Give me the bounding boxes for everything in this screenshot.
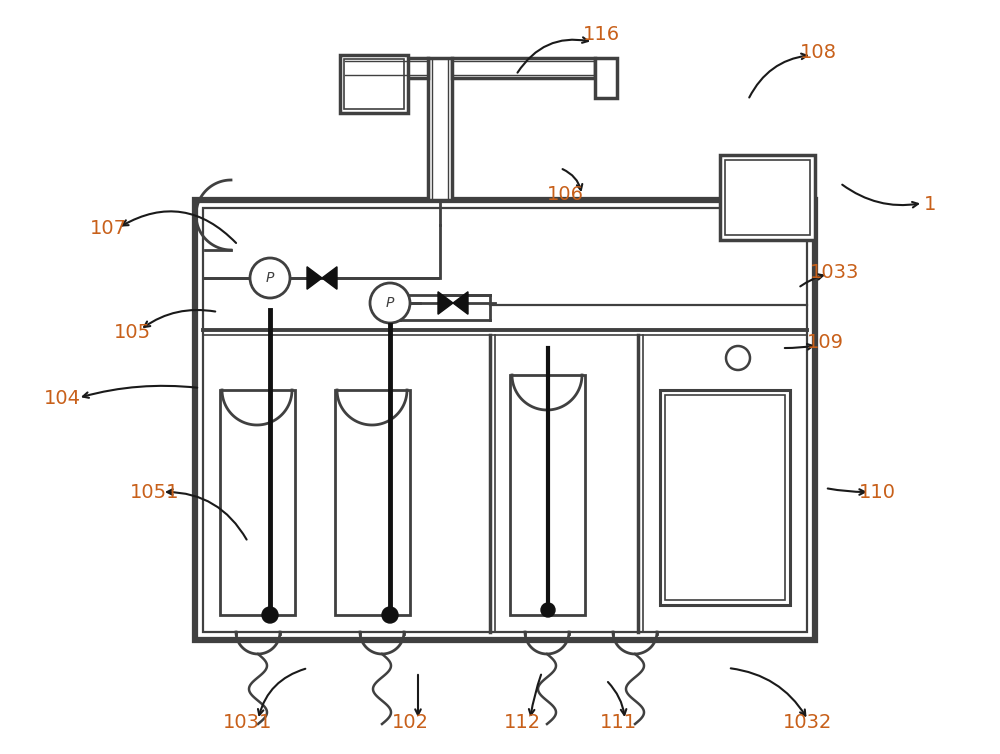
Polygon shape [453, 292, 468, 314]
Bar [665, 395, 785, 600]
Bar [452, 58, 595, 78]
Text: 104: 104 [44, 388, 80, 407]
Text: 1: 1 [924, 195, 936, 214]
Text: P: P [386, 296, 394, 310]
Text: 1033: 1033 [810, 262, 860, 281]
Bar [335, 390, 410, 615]
Text: 112: 112 [503, 713, 541, 731]
Text: 105: 105 [113, 323, 151, 342]
Bar [510, 375, 585, 615]
Bar [203, 208, 807, 632]
Bar [725, 160, 810, 235]
Text: P: P [266, 271, 274, 285]
Text: 110: 110 [858, 483, 896, 501]
Bar [595, 58, 617, 98]
Text: 111: 111 [599, 713, 637, 731]
Circle shape [262, 607, 278, 623]
Circle shape [370, 283, 410, 323]
Circle shape [382, 607, 398, 623]
Bar [428, 58, 452, 200]
Text: 107: 107 [90, 219, 126, 238]
Polygon shape [322, 267, 337, 290]
Bar [340, 55, 408, 113]
Polygon shape [307, 267, 322, 290]
Circle shape [541, 603, 555, 617]
Bar [660, 390, 790, 605]
Text: 102: 102 [392, 713, 428, 731]
Polygon shape [438, 292, 453, 314]
Text: 1031: 1031 [223, 713, 273, 731]
Circle shape [726, 346, 750, 370]
Bar [345, 58, 428, 78]
Text: 106: 106 [546, 185, 584, 204]
Text: 109: 109 [806, 333, 844, 351]
Circle shape [250, 258, 290, 298]
Bar [220, 390, 295, 615]
Bar [720, 155, 815, 240]
Text: 1032: 1032 [783, 713, 833, 731]
Bar [344, 59, 404, 109]
Text: 1051: 1051 [130, 483, 180, 501]
Text: 116: 116 [582, 24, 620, 44]
Text: 108: 108 [800, 42, 836, 62]
Bar [195, 200, 815, 640]
